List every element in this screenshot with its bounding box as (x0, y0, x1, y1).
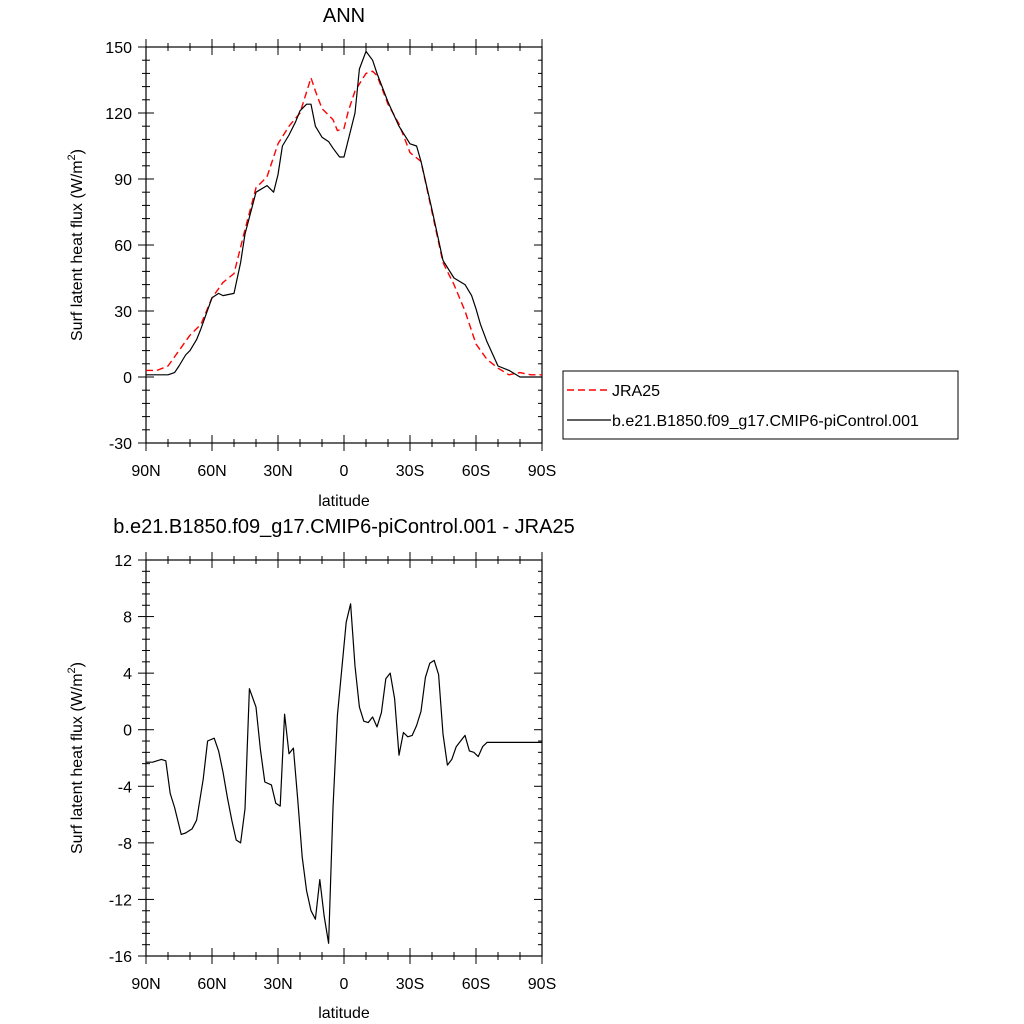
y-tick-label: 0 (123, 370, 132, 387)
y-axis: -30 0 30 60 90 120 150 (105, 40, 542, 453)
x-tick-label: 60N (197, 463, 226, 480)
x-axis-label: latitude (318, 493, 370, 510)
y-axis: -16 -12 -8 -4 0 4 8 12 (109, 553, 542, 966)
x-tick-label: 60S (462, 463, 490, 480)
series-line-jra25 (146, 70, 542, 376)
legend-label-cmip6: b.e21.B1850.f09_g17.CMIP6-piControl.001 (612, 413, 919, 430)
y-tick-label: -4 (118, 779, 132, 796)
y-tick-label: 4 (123, 666, 132, 683)
legend: JRA25 b.e21.B1850.f09_g17.CMIP6-piContro… (562, 370, 959, 440)
y-tick-label: -30 (109, 436, 132, 453)
legend-label-jra25: JRA25 (612, 383, 660, 400)
legend-frame (562, 370, 959, 440)
x-tick-label: 0 (340, 463, 349, 480)
y-tick-label: 0 (123, 723, 132, 740)
x-axis: 90N 60N 30N 0 30S 60S 90S (131, 552, 556, 993)
y-axis-label-superscript: 2 (66, 154, 78, 160)
y-tick-label: -16 (109, 949, 132, 966)
x-tick-label: 90S (528, 976, 556, 993)
y-tick-label: 90 (114, 172, 132, 189)
series-layer (146, 603, 542, 944)
y-tick-label: 12 (114, 553, 132, 570)
difference-series-line (146, 603, 542, 944)
chart-title: ANN (323, 5, 365, 27)
y-tick-label: 8 (123, 610, 132, 627)
plot-frame (145, 46, 543, 444)
y-axis-label: Surf latent heat flux (W/m2) (66, 662, 86, 854)
y-tick-label: 150 (105, 40, 132, 57)
y-tick-label: -8 (118, 836, 132, 853)
y-axis-label-suffix: ) (69, 149, 86, 154)
x-tick-label: 30N (263, 463, 292, 480)
x-tick-label: 0 (340, 976, 349, 993)
x-tick-label: 30S (396, 463, 424, 480)
y-axis-label-main: Surf latent heat flux (W/m (69, 673, 86, 854)
x-tick-label: 60N (197, 976, 226, 993)
y-axis-label: Surf latent heat flux (W/m2) (66, 149, 86, 341)
x-tick-label: 90S (528, 463, 556, 480)
x-axis: 90N 60N 30N 0 30S 60S 90S (131, 39, 556, 480)
x-tick-label: 90N (131, 976, 160, 993)
x-tick-label: 60S (462, 976, 490, 993)
series-layer (146, 50, 542, 378)
x-tick-label: 30S (396, 976, 424, 993)
series-line-cmip6 (146, 50, 542, 378)
x-tick-label: 90N (131, 463, 160, 480)
y-tick-label: 120 (105, 106, 132, 123)
y-axis-label-suffix: ) (69, 662, 86, 667)
chart-annual-latent-heat-flux: ANN -30 0 30 60 90 120 150 90N 60N 30N 0 30S 60S 90S… (66, 5, 556, 510)
y-tick-label: 30 (114, 304, 132, 321)
chart-title: b.e21.B1850.f09_g17.CMIP6-piControl.001 … (113, 516, 574, 538)
y-tick-label: 60 (114, 238, 132, 255)
x-axis-label: latitude (318, 1005, 370, 1022)
chart-latent-heat-flux-difference: b.e21.B1850.f09_g17.CMIP6-piControl.001 … (66, 516, 575, 1022)
y-axis-label-superscript: 2 (66, 667, 78, 673)
y-tick-label: -12 (109, 892, 132, 909)
x-tick-label: 30N (263, 976, 292, 993)
y-axis-label-main: Surf latent heat flux (W/m (69, 160, 86, 341)
